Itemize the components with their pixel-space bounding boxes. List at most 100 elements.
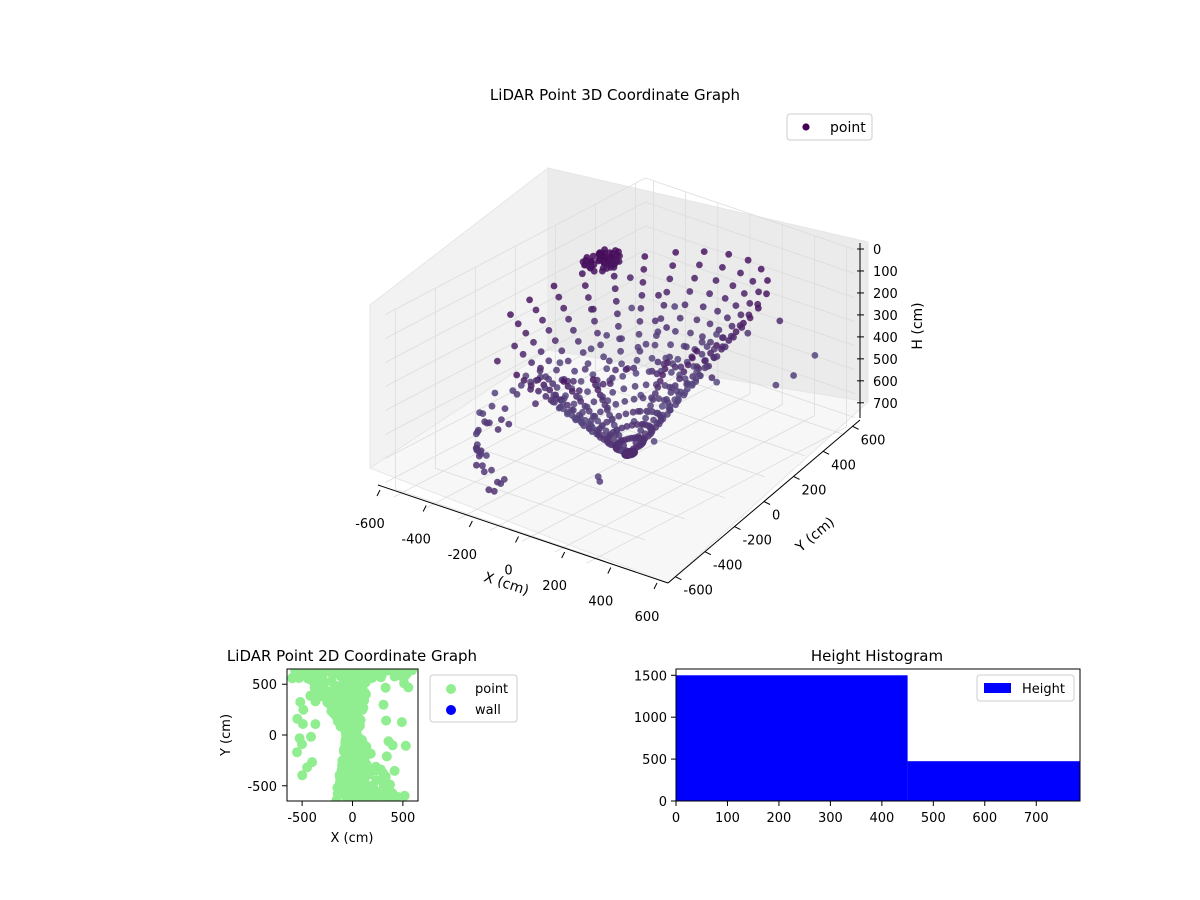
data-point-3d — [640, 266, 648, 273]
data-point-3d — [597, 408, 604, 416]
data-point-3d — [699, 333, 706, 341]
grid-line-z — [385, 297, 855, 435]
data-point-2d — [380, 796, 391, 801]
data-point-3d — [527, 386, 534, 393]
data-point-2d — [298, 704, 309, 715]
data-point-3d — [539, 316, 546, 324]
data-point-3d — [536, 367, 544, 375]
data-point-3d — [630, 364, 638, 372]
x-tick-label-hist: 400 — [869, 811, 894, 826]
data-point-3d — [498, 416, 505, 423]
data-point-3d — [621, 398, 629, 405]
y-tick-label-2d: -500 — [247, 780, 277, 795]
y-tick-3d — [793, 475, 800, 480]
data-point-3d — [698, 338, 706, 346]
z-tick-label-3d: 0 — [873, 243, 881, 258]
data-point-3d — [763, 290, 770, 298]
legend-2d-label-point: point — [475, 682, 508, 697]
data-point-3d — [491, 389, 499, 397]
data-point-3d — [610, 272, 618, 280]
y-tick-label-2d: 0 — [269, 729, 277, 744]
x-tick-3d — [468, 520, 473, 528]
data-point-3d — [764, 277, 771, 284]
grid-line-floor-y — [395, 488, 605, 562]
data-point-3d — [617, 347, 624, 355]
data-point-3d — [708, 374, 716, 382]
x-tick-label-3d: -400 — [401, 533, 431, 548]
data-point-3d — [494, 357, 501, 365]
data-point-3d — [595, 257, 602, 265]
data-point-3d — [744, 256, 752, 264]
data-point-3d — [633, 356, 641, 364]
data-point-3d — [671, 303, 679, 310]
data-point-3d — [505, 420, 513, 428]
data-point-3d — [609, 389, 617, 396]
data-point-3d — [594, 386, 602, 394]
data-point-2d — [344, 730, 354, 741]
data-point-3d — [680, 391, 688, 399]
data-point-3d — [599, 380, 607, 388]
data-point-3d — [650, 438, 658, 445]
data-point-3d — [636, 347, 644, 355]
data-point-3d — [545, 327, 553, 334]
grid-line-floor-y — [475, 446, 685, 520]
data-point-3d — [772, 381, 780, 389]
y-tick-3d — [675, 576, 682, 581]
x-tick-label-3d: 400 — [588, 595, 613, 610]
data-point-3d — [612, 297, 620, 305]
x-tick-label-3d: -200 — [448, 548, 478, 563]
data-point-3d — [691, 274, 698, 282]
data-point-3d — [622, 366, 630, 373]
data-point-3d — [712, 277, 720, 284]
data-point-3d — [513, 371, 521, 379]
data-point-3d — [530, 338, 537, 346]
data-point-3d — [703, 343, 711, 350]
data-point-3d — [494, 426, 502, 433]
grid-line-floor-y — [595, 383, 805, 457]
data-point-3d — [511, 342, 518, 350]
legend-hist-label: Height — [1022, 682, 1065, 697]
data-point-3d — [637, 305, 645, 312]
data-point-3d — [683, 343, 690, 351]
data-point-3d — [668, 369, 675, 376]
data-point-2d — [380, 682, 391, 693]
data-point-3d — [560, 378, 568, 385]
data-point-3d — [550, 282, 558, 290]
data-point-3d — [615, 322, 622, 330]
data-point-3d — [591, 317, 598, 325]
histogram-bars — [676, 675, 1080, 801]
data-point-2d — [344, 740, 355, 751]
data-point-2d — [407, 669, 418, 676]
data-point-3d — [589, 371, 597, 378]
data-point-3d — [746, 314, 754, 322]
data-point-3d — [549, 380, 557, 388]
data-point-3d — [631, 382, 639, 390]
y-axis-label-3d: Y (cm) — [792, 514, 838, 556]
data-point-3d — [628, 421, 636, 429]
data-point-3d — [744, 329, 752, 337]
data-point-2d — [381, 715, 392, 726]
y-tick-label-3d: 200 — [802, 483, 827, 498]
legend-2d-marker-point — [446, 684, 456, 694]
data-point-3d — [514, 320, 522, 328]
z-tick-label-3d: 500 — [873, 353, 898, 368]
data-point-3d — [507, 311, 514, 318]
grid-line-z — [385, 321, 855, 459]
data-point-3d — [658, 402, 666, 410]
y-axis-label-2d: Y (cm) — [219, 714, 234, 757]
data-point-3d — [632, 369, 640, 377]
data-point-3d — [688, 382, 696, 389]
data-point-3d — [655, 395, 663, 402]
data-point-3d — [574, 338, 582, 345]
z-axis-label-3d: H (cm) — [910, 302, 926, 349]
data-point-3d — [545, 375, 552, 383]
data-point-3d — [642, 381, 650, 389]
chart-2d-title: LiDAR Point 2D Coordinate Graph — [227, 647, 477, 665]
y-tick-label-hist: 1500 — [634, 669, 667, 684]
data-point-2d — [361, 670, 372, 681]
data-point-3d — [584, 388, 591, 395]
data-point-3d — [565, 315, 572, 323]
legend-3d: point — [786, 113, 873, 141]
grid-line-floor-y — [435, 467, 645, 541]
data-point-3d — [633, 421, 641, 428]
